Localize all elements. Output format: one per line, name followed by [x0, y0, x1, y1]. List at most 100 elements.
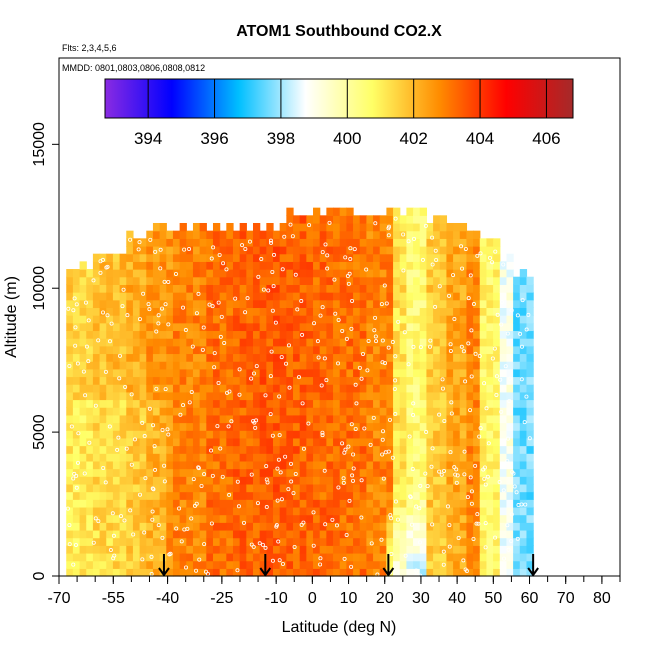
heatmap-cell: [499, 468, 508, 477]
observation-point: [393, 216, 398, 221]
observation-point: [131, 532, 136, 537]
heatmap-cell: [266, 391, 274, 401]
heatmap-cell: [99, 545, 107, 554]
heatmap-cell: [299, 552, 307, 562]
heatmap-cell: [493, 468, 501, 477]
heatmap-cell: [119, 499, 127, 508]
dates-annotation: MMDD: 0801,0803,0806,0808,0812: [62, 63, 205, 73]
heatmap-cell: [112, 552, 121, 562]
observation-point: [336, 361, 341, 366]
heatmap-cell: [106, 361, 114, 370]
heatmap-cell: [172, 499, 181, 508]
heatmap-cell: [313, 322, 321, 332]
heatmap-cell: [212, 299, 221, 309]
heatmap-cell: [232, 384, 241, 393]
observation-point: [266, 288, 271, 293]
heatmap-cell: [112, 384, 121, 393]
heatmap-cell: [179, 338, 187, 347]
heatmap-cell: [453, 437, 461, 447]
heatmap-cell: [239, 384, 247, 393]
heatmap-cell: [353, 261, 361, 270]
observation-point: [395, 517, 400, 522]
heatmap-cell: [266, 422, 274, 431]
heatmap-cell: [366, 514, 374, 523]
heatmap-cell: [72, 491, 81, 500]
heatmap-cell: [459, 537, 468, 546]
heatmap-cell: [232, 506, 241, 516]
heatmap-cell: [186, 437, 194, 447]
heatmap-cell: [66, 460, 74, 470]
heatmap-cell: [466, 476, 474, 485]
heatmap-cell: [373, 460, 381, 470]
observation-point: [264, 464, 269, 469]
observation-point: [200, 347, 205, 352]
observation-point: [481, 467, 486, 472]
heatmap-cell: [192, 330, 201, 339]
heatmap-cell: [386, 399, 394, 408]
heatmap-cell: [453, 299, 461, 309]
heatmap-cell: [166, 330, 174, 339]
observation-point: [507, 399, 512, 404]
heatmap-cell: [519, 315, 528, 324]
heatmap-cell: [139, 514, 147, 523]
heatmap-cell: [446, 368, 454, 378]
heatmap-cell: [313, 361, 321, 370]
heatmap-cell: [453, 445, 461, 454]
heatmap-cell: [419, 491, 428, 500]
heatmap-cell: [192, 276, 201, 285]
heatmap-cell: [106, 414, 114, 424]
heatmap-cell: [513, 460, 521, 470]
heatmap-cell: [373, 261, 381, 270]
heatmap-cell: [293, 483, 301, 493]
observation-point: [459, 344, 464, 349]
observation-point: [349, 564, 354, 569]
heatmap-cell: [126, 238, 134, 247]
heatmap-cell: [112, 315, 121, 324]
heatmap-cell: [493, 460, 501, 470]
heatmap-cell: [513, 384, 521, 393]
heatmap-cell: [499, 414, 508, 424]
heatmap-cell: [493, 483, 501, 493]
heatmap-cell: [459, 529, 468, 539]
heatmap-cell: [219, 292, 227, 301]
arrow-marker: [382, 554, 395, 577]
heatmap-cell: [439, 361, 448, 370]
heatmap-cell: [179, 269, 187, 278]
heatmap-cell: [132, 284, 141, 293]
heatmap-cell: [386, 207, 394, 216]
heatmap-cell: [499, 430, 508, 439]
heatmap-cell: [159, 269, 167, 278]
heatmap-cell: [106, 529, 114, 539]
heatmap-cell: [132, 315, 141, 324]
heatmap-cell: [166, 468, 174, 477]
heatmap-cell: [273, 353, 281, 362]
heatmap-cell: [226, 437, 234, 447]
observation-point: [447, 293, 452, 298]
heatmap-cell: [346, 276, 354, 285]
heatmap-cell: [479, 514, 488, 523]
heatmap-cell: [499, 476, 508, 485]
heatmap-cell: [466, 338, 474, 347]
heatmap-cell: [206, 514, 214, 523]
heatmap-cell: [439, 238, 448, 247]
heatmap-cell: [346, 460, 354, 470]
heatmap-cell: [419, 207, 428, 216]
heatmap-cell: [119, 353, 127, 362]
heatmap-cell: [373, 506, 381, 516]
heatmap-cell: [199, 476, 207, 485]
heatmap-cell: [146, 445, 154, 454]
observation-point: [179, 539, 184, 544]
observation-point: [433, 248, 438, 253]
heatmap-cell: [179, 292, 187, 301]
heatmap-cell: [486, 345, 494, 355]
heatmap-cell: [519, 368, 528, 378]
heatmap-cell: [259, 522, 267, 531]
heatmap-cell: [299, 568, 307, 577]
heatmap-cell: [112, 514, 121, 523]
heatmap-cell: [239, 560, 247, 569]
observation-point: [318, 556, 323, 561]
heatmap-cell: [313, 384, 321, 393]
heatmap-cell: [279, 499, 287, 508]
heatmap-cell: [426, 506, 434, 516]
heatmap-cell: [119, 253, 127, 262]
